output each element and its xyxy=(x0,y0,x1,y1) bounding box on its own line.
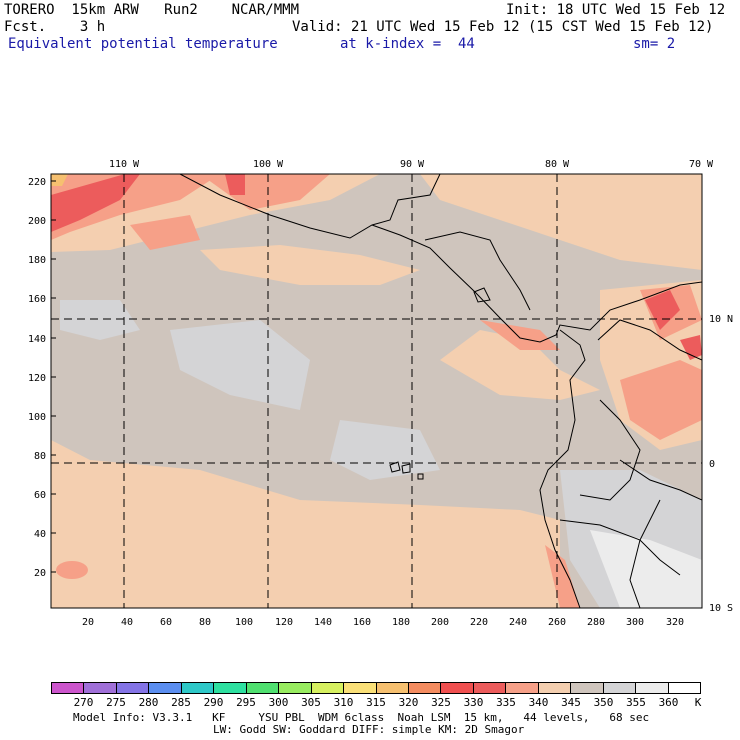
lon-label: 80 W xyxy=(545,159,570,170)
x-tick-label: 280 xyxy=(587,617,605,628)
colorbar-swatch xyxy=(506,683,539,693)
colorbar-label: 280 xyxy=(138,696,159,709)
colorbar-label: 310 xyxy=(333,696,354,709)
colorbar-label: 355 xyxy=(626,696,646,709)
x-tick-label: 120 xyxy=(275,617,293,628)
x-tick-label: 300 xyxy=(626,617,644,628)
lat-label: 10 S xyxy=(709,603,733,614)
colorbar-label: 325 xyxy=(431,696,451,709)
y-tick-label: 160 xyxy=(28,294,46,305)
colorbar-swatch xyxy=(344,683,377,693)
colorbar-swatch xyxy=(473,683,507,693)
colorbar-swatch xyxy=(279,683,312,693)
colorbar-swatch xyxy=(571,683,604,693)
colorbar-label: 295 xyxy=(236,696,256,709)
colorbar-label: 345 xyxy=(561,696,581,709)
x-tick-labels: 20 40 60 80 100 120 140 160 180 200 220 … xyxy=(82,617,684,628)
colorbar-label: 340 xyxy=(528,696,549,709)
x-tick-label: 80 xyxy=(199,617,211,628)
lat-label: 0 xyxy=(709,459,715,470)
lon-label: 70 W xyxy=(689,159,714,170)
level-index: at k-index = 44 xyxy=(340,36,475,52)
y-tick-label: 220 xyxy=(28,177,46,188)
lat-label: 10 N xyxy=(709,314,733,325)
x-tick-label: 40 xyxy=(121,617,133,628)
x-tick-label: 180 xyxy=(392,617,410,628)
colorbar-label: 275 xyxy=(106,696,126,709)
y-tick-label: 40 xyxy=(34,529,46,540)
y-tick-label: 200 xyxy=(28,216,46,227)
colorbar-label: 320 xyxy=(398,696,419,709)
x-tick-label: 140 xyxy=(314,617,332,628)
colorbar-label: 360 xyxy=(658,696,679,709)
forecast-hour: Fcst. 3 h xyxy=(4,19,106,35)
y-tick-label: 20 xyxy=(34,568,46,579)
valid-time: Valid: 21 UTC Wed 15 Feb 12 (15 CST Wed … xyxy=(292,19,714,35)
y-tick-label: 120 xyxy=(28,373,46,384)
colorbar-swatch xyxy=(603,683,637,693)
y-tick-label: 80 xyxy=(34,451,46,462)
colorbar-swatch xyxy=(538,683,572,693)
colorbar-swatch xyxy=(214,683,247,693)
y-tick-labels: 220 200 180 160 140 120 100 80 60 40 20 xyxy=(28,177,46,579)
colorbar-swatch xyxy=(181,683,215,693)
model-title: TORERO 15km ARW Run2 NCAR/MMM xyxy=(4,2,300,18)
colorbar-label: 350 xyxy=(593,696,614,709)
colorbar-swatch xyxy=(149,683,182,693)
y-tick-label: 60 xyxy=(34,490,46,501)
colorbar-swatch xyxy=(52,683,85,693)
field-name: Equivalent potential temperature xyxy=(8,36,278,52)
x-tick-label: 260 xyxy=(548,617,566,628)
lon-label: 100 W xyxy=(253,159,284,170)
latitude-labels: 10 N 0 10 S xyxy=(709,314,733,614)
x-tick-label: 200 xyxy=(431,617,449,628)
colorbar xyxy=(51,682,701,694)
y-tick-label: 180 xyxy=(28,255,46,266)
colorbar-swatch xyxy=(636,683,669,693)
colorbar-swatch xyxy=(311,683,345,693)
colorbar-swatch xyxy=(376,683,409,693)
map-frame xyxy=(50,173,703,609)
y-tick-label: 140 xyxy=(28,334,46,345)
colorbar-swatch xyxy=(84,683,117,693)
longitude-labels: 110 W 100 W 90 W 80 W 70 W xyxy=(109,159,714,170)
colorbar-unit: K xyxy=(694,696,702,709)
x-tick-label: 60 xyxy=(160,617,172,628)
x-tick-label: 160 xyxy=(353,617,371,628)
colorbar-swatch xyxy=(441,683,474,693)
model-info: Model Info: V3.3.1 KF YSU PBL WDM 6class… xyxy=(73,711,650,724)
colorbar-swatch xyxy=(408,683,442,693)
x-tick-label: 20 xyxy=(82,617,94,628)
colorbar-label: 335 xyxy=(496,696,516,709)
colorbar-swatch xyxy=(668,683,701,693)
colorbar-swatch xyxy=(116,683,150,693)
colorbar-label: 285 xyxy=(171,696,191,709)
theta-e-field xyxy=(51,174,702,608)
colorbar-label: 330 xyxy=(463,696,484,709)
lon-label: 110 W xyxy=(109,159,140,170)
physics-info: LW: Godd SW: Goddard DIFF: simple KM: 2D… xyxy=(213,723,525,736)
x-tick-label: 220 xyxy=(470,617,488,628)
colorbar-label: 290 xyxy=(203,696,224,709)
y-tick-marks xyxy=(51,180,56,573)
x-tick-label: 240 xyxy=(509,617,527,628)
colorbar-label: 300 xyxy=(268,696,289,709)
graticule xyxy=(51,174,702,608)
x-tick-label: 320 xyxy=(666,617,684,628)
lon-label: 90 W xyxy=(400,159,425,170)
colorbar-label: 270 xyxy=(73,696,94,709)
y-tick-label: 100 xyxy=(28,412,46,423)
x-tick-label: 100 xyxy=(235,617,253,628)
colorbar-label: 315 xyxy=(366,696,386,709)
init-time: Init: 18 UTC Wed 15 Feb 12 xyxy=(506,2,726,18)
smoothing: sm= 2 xyxy=(633,36,676,52)
colorbar-swatch xyxy=(246,683,280,693)
colorbar-label: 305 xyxy=(301,696,321,709)
